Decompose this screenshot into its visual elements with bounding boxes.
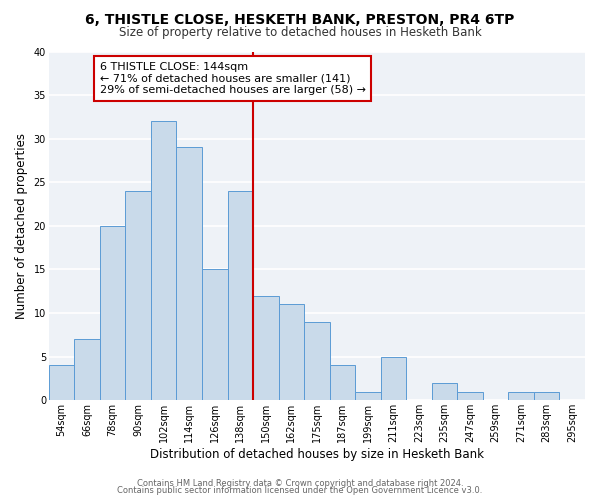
Text: Contains HM Land Registry data © Crown copyright and database right 2024.: Contains HM Land Registry data © Crown c… <box>137 478 463 488</box>
Bar <box>100 226 125 400</box>
Bar <box>534 392 559 400</box>
Y-axis label: Number of detached properties: Number of detached properties <box>15 133 28 319</box>
Bar <box>227 191 253 400</box>
Bar <box>74 340 100 400</box>
Text: 6 THISTLE CLOSE: 144sqm
← 71% of detached houses are smaller (141)
29% of semi-d: 6 THISTLE CLOSE: 144sqm ← 71% of detache… <box>100 62 366 95</box>
Bar <box>329 366 355 400</box>
Bar <box>508 392 534 400</box>
Text: Contains public sector information licensed under the Open Government Licence v3: Contains public sector information licen… <box>118 486 482 495</box>
Bar <box>151 122 176 400</box>
Bar <box>278 304 304 400</box>
Text: Size of property relative to detached houses in Hesketh Bank: Size of property relative to detached ho… <box>119 26 481 39</box>
Bar <box>176 148 202 400</box>
Bar <box>253 296 278 401</box>
Bar <box>304 322 329 400</box>
Bar <box>355 392 381 400</box>
Bar <box>125 191 151 400</box>
X-axis label: Distribution of detached houses by size in Hesketh Bank: Distribution of detached houses by size … <box>150 448 484 461</box>
Bar <box>49 366 74 400</box>
Bar <box>381 356 406 401</box>
Bar <box>202 270 227 400</box>
Bar <box>432 383 457 400</box>
Text: 6, THISTLE CLOSE, HESKETH BANK, PRESTON, PR4 6TP: 6, THISTLE CLOSE, HESKETH BANK, PRESTON,… <box>85 12 515 26</box>
Bar <box>457 392 483 400</box>
